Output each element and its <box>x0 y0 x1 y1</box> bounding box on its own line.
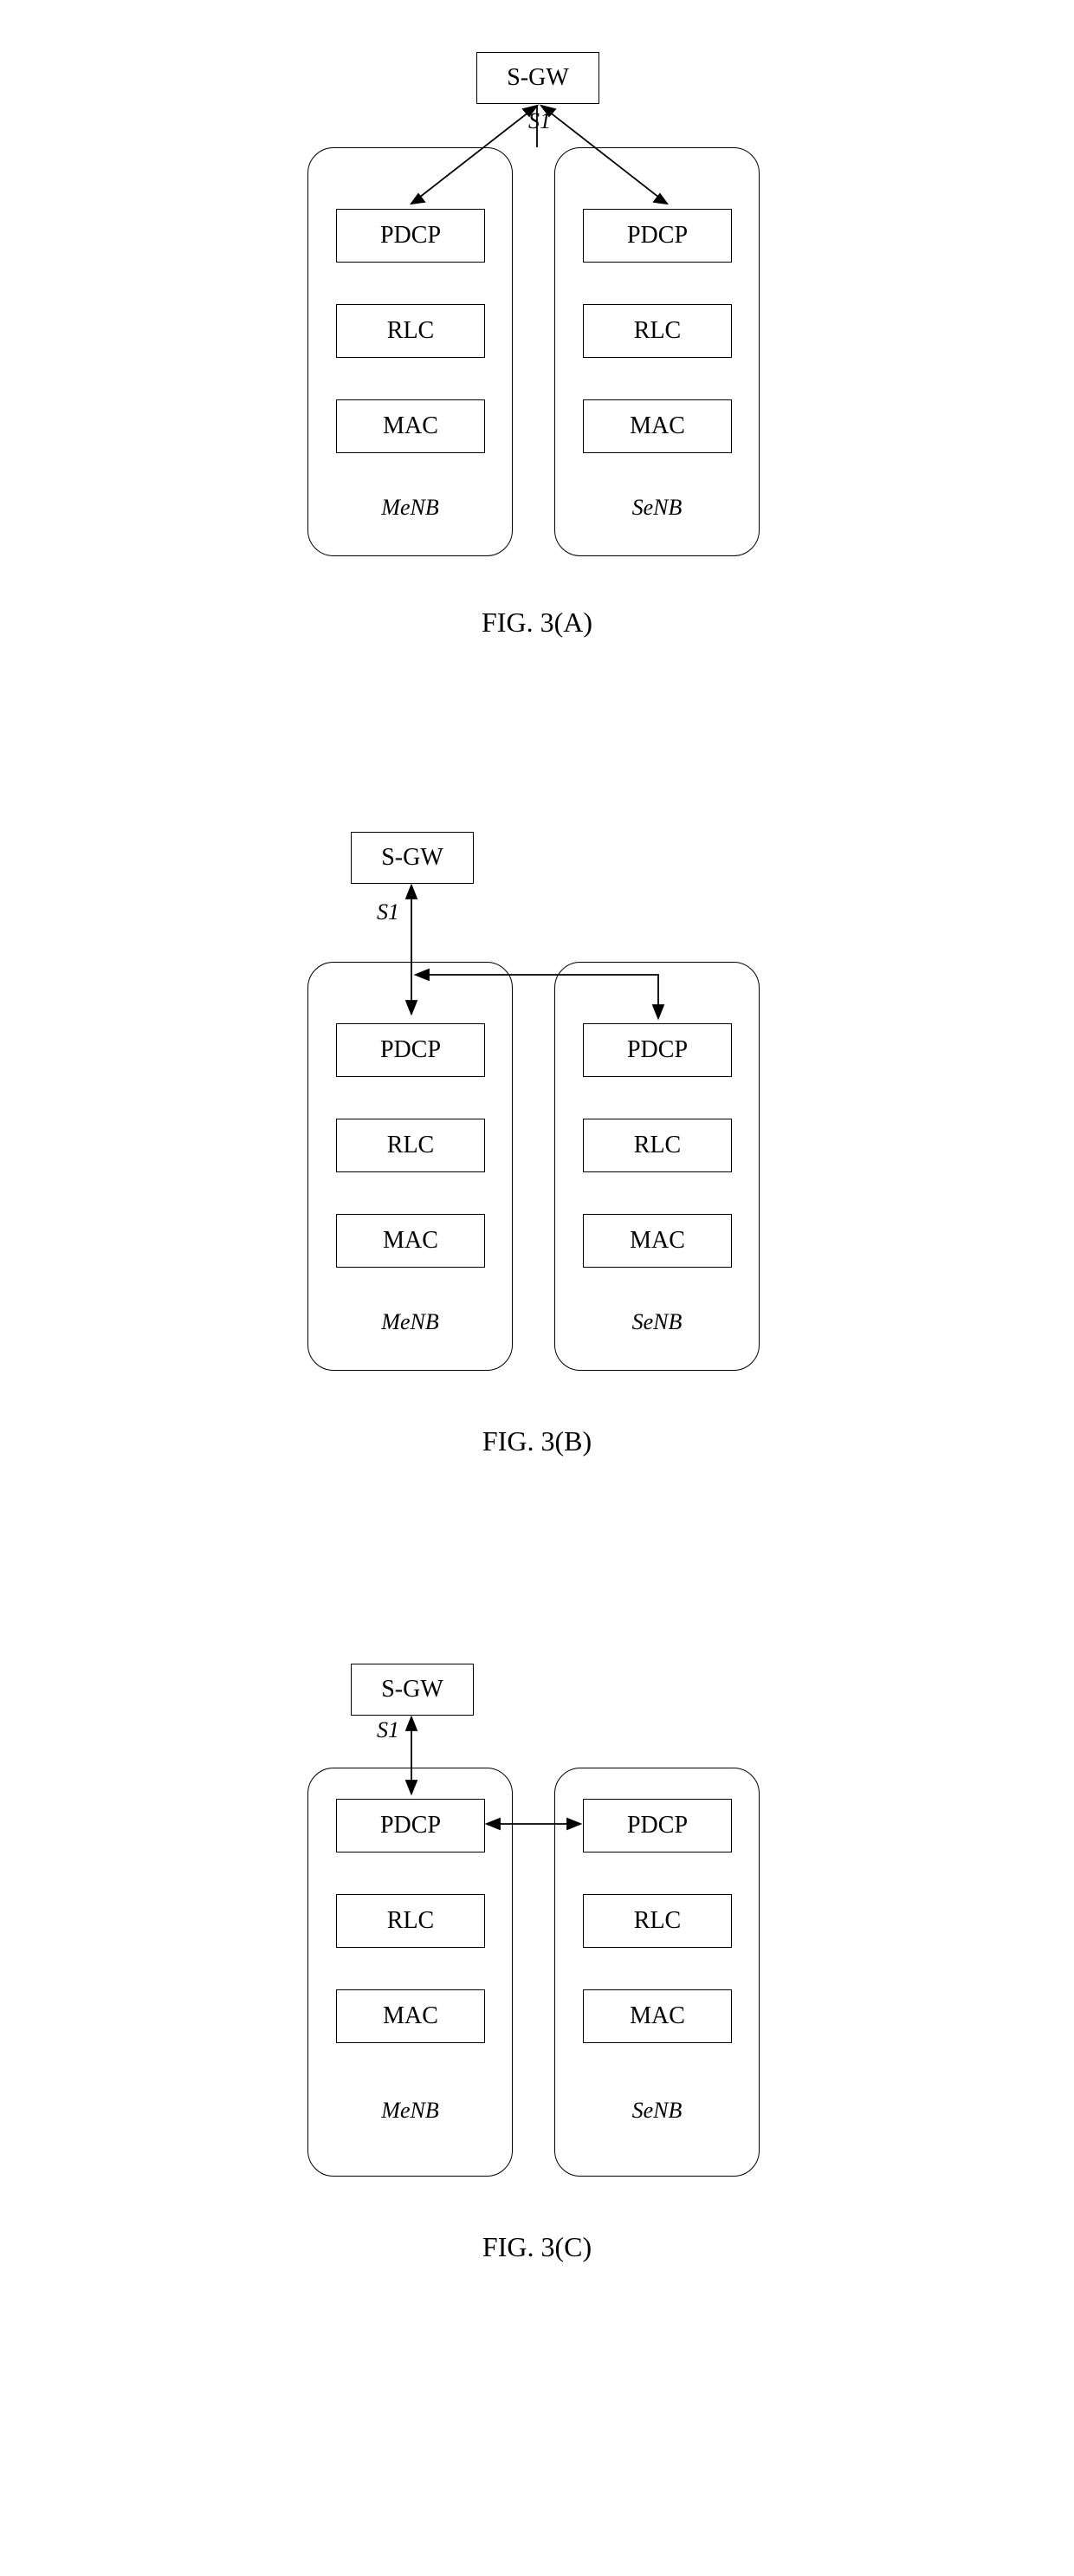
menb-pdcp-b: PDCP <box>336 1023 485 1077</box>
menb-rlc-a: RLC <box>336 304 485 358</box>
senb-pdcp-b: PDCP <box>583 1023 732 1077</box>
mac-label: MAC <box>630 2002 685 2030</box>
mac-label: MAC <box>630 412 685 440</box>
sgw-label: S-GW <box>381 844 443 872</box>
pdcp-label: PDCP <box>380 1812 441 1840</box>
s1-label-c: S1 <box>377 1717 399 1743</box>
mac-label: MAC <box>383 1227 438 1255</box>
rlc-label: RLC <box>634 1907 681 1935</box>
menb-pdcp-c: PDCP <box>336 1799 485 1853</box>
senb-box-b: PDCP RLC MAC SeNB <box>554 962 760 1371</box>
senb-mac-b: MAC <box>583 1214 732 1268</box>
sgw-box-a: S-GW <box>476 52 599 104</box>
pdcp-label: PDCP <box>380 222 441 250</box>
menb-label-b: MeNB <box>308 1309 512 1335</box>
menb-rlc-c: RLC <box>336 1894 485 1948</box>
menb-label-a: MeNB <box>308 495 512 521</box>
pdcp-label: PDCP <box>627 222 688 250</box>
figure-3a: S-GW S1 PDCP RLC MAC Me <box>294 52 780 693</box>
rlc-label: RLC <box>387 1907 434 1935</box>
senb-mac-c: MAC <box>583 1989 732 2043</box>
caption-c: FIG. 3(C) <box>294 2231 780 2263</box>
rlc-label: RLC <box>634 1132 681 1159</box>
caption-a: FIG. 3(A) <box>294 607 780 639</box>
sgw-box-c: S-GW <box>351 1664 474 1716</box>
pdcp-label: PDCP <box>627 1812 688 1840</box>
menb-box-b: PDCP RLC MAC MeNB <box>307 962 513 1371</box>
sgw-label: S-GW <box>507 64 569 92</box>
senb-rlc-c: RLC <box>583 1894 732 1948</box>
mac-label: MAC <box>383 412 438 440</box>
menb-pdcp-a: PDCP <box>336 209 485 263</box>
rlc-label: RLC <box>634 317 681 345</box>
senb-rlc-a: RLC <box>583 304 732 358</box>
senb-label-c: SeNB <box>555 2098 759 2124</box>
s1-label-b: S1 <box>377 899 399 925</box>
senb-label-b: SeNB <box>555 1309 759 1335</box>
page: S-GW S1 PDCP RLC MAC Me <box>0 0 1074 2576</box>
senb-rlc-b: RLC <box>583 1119 732 1172</box>
senb-box-a: PDCP RLC MAC SeNB <box>554 147 760 556</box>
sgw-label: S-GW <box>381 1676 443 1703</box>
menb-box-a: PDCP RLC MAC MeNB <box>307 147 513 556</box>
menb-box-c: PDCP RLC MAC MeNB <box>307 1768 513 2177</box>
senb-mac-a: MAC <box>583 399 732 453</box>
menb-label-c: MeNB <box>308 2098 512 2124</box>
menb-rlc-b: RLC <box>336 1119 485 1172</box>
menb-mac-c: MAC <box>336 1989 485 2043</box>
pdcp-label: PDCP <box>380 1036 441 1064</box>
caption-b: FIG. 3(B) <box>294 1425 780 1457</box>
figure-3b: S-GW S1 PDCP RLC MAC Me <box>294 832 780 1516</box>
mac-label: MAC <box>630 1227 685 1255</box>
rlc-label: RLC <box>387 1132 434 1159</box>
pdcp-label: PDCP <box>627 1036 688 1064</box>
senb-pdcp-a: PDCP <box>583 209 732 263</box>
senb-label-a: SeNB <box>555 495 759 521</box>
menb-mac-a: MAC <box>336 399 485 453</box>
mac-label: MAC <box>383 2002 438 2030</box>
rlc-label: RLC <box>387 317 434 345</box>
sgw-box-b: S-GW <box>351 832 474 884</box>
s1-label-a: S1 <box>528 108 551 134</box>
menb-mac-b: MAC <box>336 1214 485 1268</box>
senb-box-c: PDCP RLC MAC SeNB <box>554 1768 760 2177</box>
senb-pdcp-c: PDCP <box>583 1799 732 1853</box>
figure-3c: S-GW S1 PDCP RLC MAC MeNB <box>294 1664 780 2322</box>
